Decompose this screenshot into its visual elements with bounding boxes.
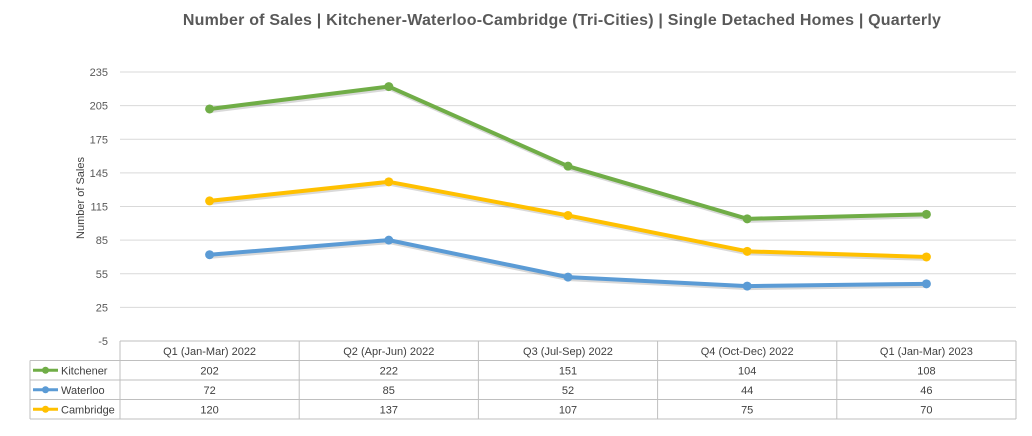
data-point [563, 210, 573, 220]
data-point [384, 235, 394, 245]
data-point [205, 104, 215, 114]
series-waterloo [205, 235, 931, 291]
data-cell: 120 [200, 404, 218, 416]
data-point [742, 246, 752, 256]
data-point [742, 281, 752, 291]
data-cell: 70 [920, 404, 932, 416]
series-line [207, 84, 929, 221]
chart-title: Number of Sales | Kitchener-Waterloo-Cam… [182, 12, 942, 29]
data-cell: 46 [920, 385, 932, 397]
data-point [742, 214, 752, 224]
legend-key-marker [42, 366, 49, 374]
y-tick-label: 145 [90, 168, 108, 180]
x-category-label: Q4 (Oct-Dec) 2022 [701, 346, 794, 358]
data-cell: 222 [380, 365, 398, 377]
legend-key-marker [42, 386, 49, 394]
y-tick-label: -5 [98, 336, 108, 348]
y-axis-label: Number of Sales [75, 157, 87, 239]
data-cell: 72 [203, 385, 215, 397]
data-cell: 108 [917, 365, 935, 377]
data-cell: 85 [383, 385, 395, 397]
legend-key-marker [42, 405, 49, 413]
data-point [384, 82, 394, 92]
y-tick-label: 205 [90, 101, 108, 113]
data-cell: 202 [200, 365, 218, 377]
data-point [205, 250, 215, 260]
data-point [205, 196, 215, 206]
data-cell: 137 [380, 404, 398, 416]
data-point [921, 252, 931, 262]
data-point [563, 272, 573, 282]
y-tick-label: 235 [90, 67, 108, 79]
y-tick-label: 55 [96, 269, 108, 281]
x-category-label: Q2 (Apr-Jun) 2022 [343, 346, 434, 358]
legend-label: Kitchener [61, 365, 108, 377]
data-point [921, 279, 931, 289]
data-cell: 107 [559, 404, 577, 416]
data-cell: 44 [741, 385, 753, 397]
data-cell: 52 [562, 385, 574, 397]
series-cambridge [205, 177, 931, 262]
data-cell: 75 [741, 404, 753, 416]
x-category-label: Q1 (Jan-Mar) 2022 [163, 346, 256, 358]
data-cell: 151 [559, 365, 577, 377]
data-point [563, 161, 573, 171]
series-kitchener [205, 82, 931, 224]
x-category-label: Q3 (Jul-Sep) 2022 [523, 346, 613, 358]
y-tick-label: 115 [90, 202, 108, 214]
legend-label: Cambridge [61, 404, 115, 416]
data-cell: 104 [738, 365, 756, 377]
data-point [384, 177, 394, 187]
y-tick-label: 175 [90, 134, 108, 146]
y-tick-label: 25 [96, 302, 108, 314]
series-line-shadow [210, 86, 928, 223]
legend-label: Waterloo [61, 385, 105, 397]
x-category-label: Q1 (Jan-Mar) 2023 [880, 346, 973, 358]
data-point [921, 209, 931, 219]
y-tick-label: 85 [96, 235, 108, 247]
